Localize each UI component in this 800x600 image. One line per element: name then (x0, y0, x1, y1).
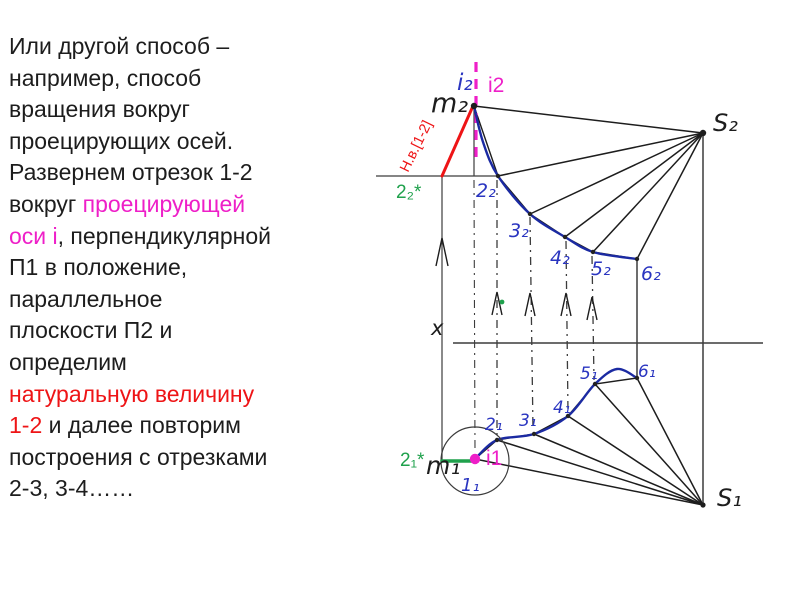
curve-node (592, 381, 598, 387)
label-61: 6₁ (638, 362, 656, 382)
label-41: 4₁ (553, 398, 571, 418)
top-blue-curve (472, 104, 639, 261)
curve-node (634, 375, 640, 381)
text-segment: построения с отрезками (9, 443, 268, 470)
label-i2-blue: i₂ (457, 70, 473, 96)
label-true-length: Н.в.[1-2] (397, 118, 436, 175)
fan-line-s1 (567, 415, 704, 506)
up-arrow-icon (435, 237, 449, 267)
i-axis-centerline (473, 179, 476, 453)
text-segment: Развернем отрезок 1-2 (9, 159, 253, 186)
text-segment: плоскости П2 и (9, 317, 173, 344)
text-segment: параллельное (9, 285, 163, 312)
projection-5 (591, 255, 595, 381)
fan-line-s1 (496, 439, 704, 506)
top-chords (473, 105, 638, 260)
text-segment: 2-3, 3-4…… (9, 475, 135, 502)
curve-node (531, 431, 537, 437)
text-line: 1-2 и далее повторим (9, 410, 410, 442)
green-mark (499, 299, 505, 305)
up-arrow-icon (491, 291, 503, 316)
text-line: вокруг проецирующей (9, 189, 410, 221)
text-segment: проецирующей (82, 190, 246, 217)
text-line: Развернем отрезок 1-2 (9, 157, 410, 189)
fan-line-s2 (636, 132, 704, 260)
text-segment: оси i (9, 222, 58, 249)
label-62: 6₂ (641, 263, 661, 285)
projection-4 (565, 240, 569, 414)
label-21-star: 2₁* (400, 450, 425, 471)
text-line: П1 в положение, (9, 252, 410, 284)
fan-line-s2 (473, 105, 704, 134)
s2-point (699, 129, 707, 137)
slide-text-block: Или другой способ – например, способ враще… (9, 31, 410, 505)
text-segment: 1-2 (9, 412, 49, 439)
label-x-axis: x (430, 316, 444, 340)
label-m2: m₂ (431, 88, 468, 119)
label-11: 1₁ (461, 475, 480, 496)
curve-node (590, 249, 596, 255)
m1-i1-point (469, 453, 481, 465)
curve-node (527, 211, 533, 217)
text-segment: проецирующих осей. (9, 127, 234, 154)
text-segment: вращения вокруг (9, 96, 190, 123)
text-segment: Или другой способ – (9, 33, 230, 59)
text-segment: , перпендикулярной (57, 222, 271, 249)
label-42: 4₂ (550, 247, 570, 269)
label-22: 2₂ (476, 180, 496, 202)
text-segment: определим (9, 348, 127, 375)
text-line: оси i, перпендикулярной (9, 221, 410, 253)
apex-point (470, 102, 478, 110)
label-i1: i1 (486, 447, 502, 470)
text-line: построения с отрезками (9, 442, 410, 474)
curve-node (562, 234, 568, 240)
label-51: 5₁ (580, 364, 598, 384)
up-arrow-icon (524, 292, 536, 317)
curve-node (494, 437, 500, 443)
label-32: 3₂ (509, 220, 529, 242)
fan-line-s1 (474, 458, 704, 506)
text-segment: и далее повторим (48, 412, 241, 439)
text-segment: вокруг (9, 190, 83, 217)
text-line: определим (9, 347, 410, 379)
label-s2: S₂ (713, 109, 738, 137)
fan-line-s1 (594, 383, 704, 506)
s1-point (700, 502, 706, 508)
true-length-line (440, 104, 475, 178)
curve-node (634, 256, 640, 262)
up-arrow-icon (560, 292, 572, 317)
label-s1: S₁ (717, 484, 742, 512)
fan-line-s1 (533, 433, 704, 506)
label-21: 2₁ (485, 415, 503, 435)
fan-line-s2 (592, 132, 704, 253)
label-i2-magenta: i2 (488, 74, 504, 97)
label-22-star: 2₂* (396, 182, 422, 203)
text-line: 2-3, 3-4…… (9, 473, 410, 505)
curve-node (565, 413, 571, 419)
fan-line-s1 (636, 377, 704, 506)
text-line: вращения вокруг (9, 94, 410, 126)
fan-line-s2 (529, 132, 704, 215)
text-line: плоскости П2 и (9, 315, 410, 347)
curve-node (495, 173, 501, 179)
label-m1: m₁ (426, 451, 460, 480)
fan-line-s2 (497, 132, 704, 177)
text-line: проецирующих осей. (9, 126, 410, 158)
projection-3 (529, 216, 534, 431)
text-line: например, способ (9, 63, 410, 95)
text-line: Или другой способ – (9, 31, 410, 63)
fan-line-s2 (564, 132, 704, 238)
text-segment: натуральную величину (9, 380, 255, 407)
up-arrow-icon (586, 296, 598, 321)
text-segment: П1 в положение, (9, 254, 188, 281)
label-31: 3₁ (519, 411, 537, 431)
label-52: 5₂ (591, 258, 611, 280)
text-segment: например, способ (9, 64, 202, 91)
text-line: параллельное (9, 284, 410, 316)
text-line: натуральную величину (9, 379, 410, 411)
